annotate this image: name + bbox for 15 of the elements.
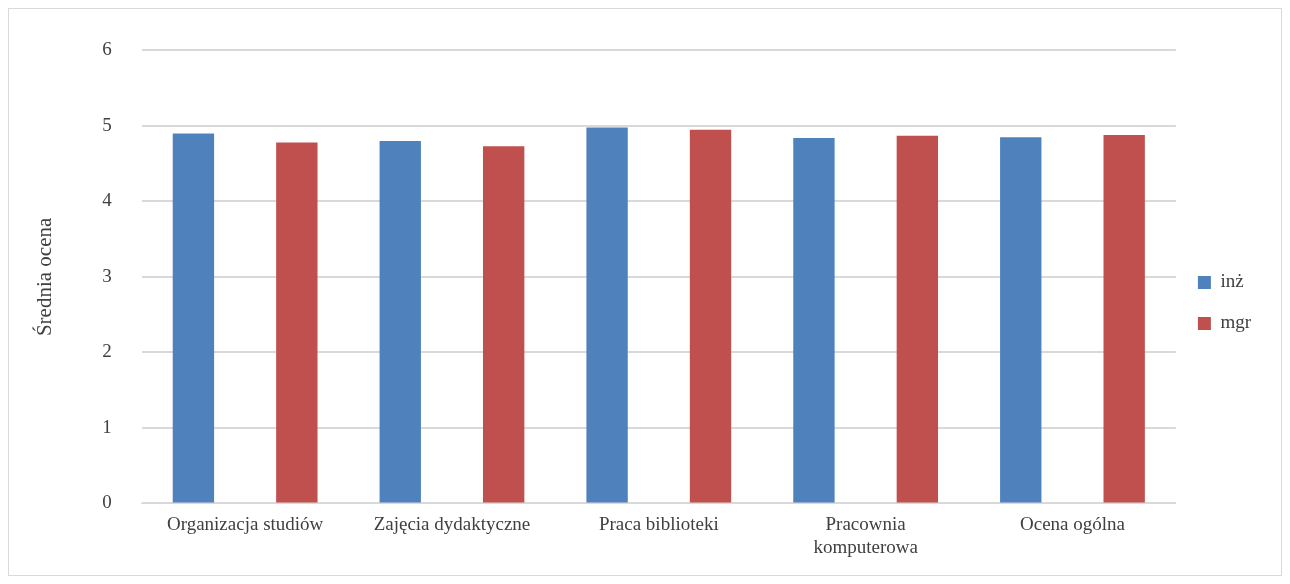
x-tick-label: Organizacja studiów	[166, 512, 324, 534]
y-tick-label: 1	[102, 415, 112, 437]
legend-label: mgr	[1220, 311, 1252, 333]
x-tick-label: Zajęcia dydaktyczne	[373, 512, 531, 534]
y-tick-label: 3	[102, 264, 112, 286]
y-tick-label: 5	[102, 113, 112, 135]
y-axis-title: Średnia ocena	[32, 217, 57, 337]
x-tick-label: Ocena ogólna	[1019, 512, 1126, 534]
x-tick-label: Praca biblioteki	[598, 512, 719, 534]
y-tick-label: 2	[102, 340, 112, 362]
x-tick-label: Pracownia komputerowa	[813, 512, 919, 557]
y-tick-label: 0	[102, 491, 112, 513]
legend-label: inż	[1220, 270, 1244, 292]
y-tick-label: 4	[102, 189, 113, 211]
y-tick-label: 6	[102, 38, 112, 60]
